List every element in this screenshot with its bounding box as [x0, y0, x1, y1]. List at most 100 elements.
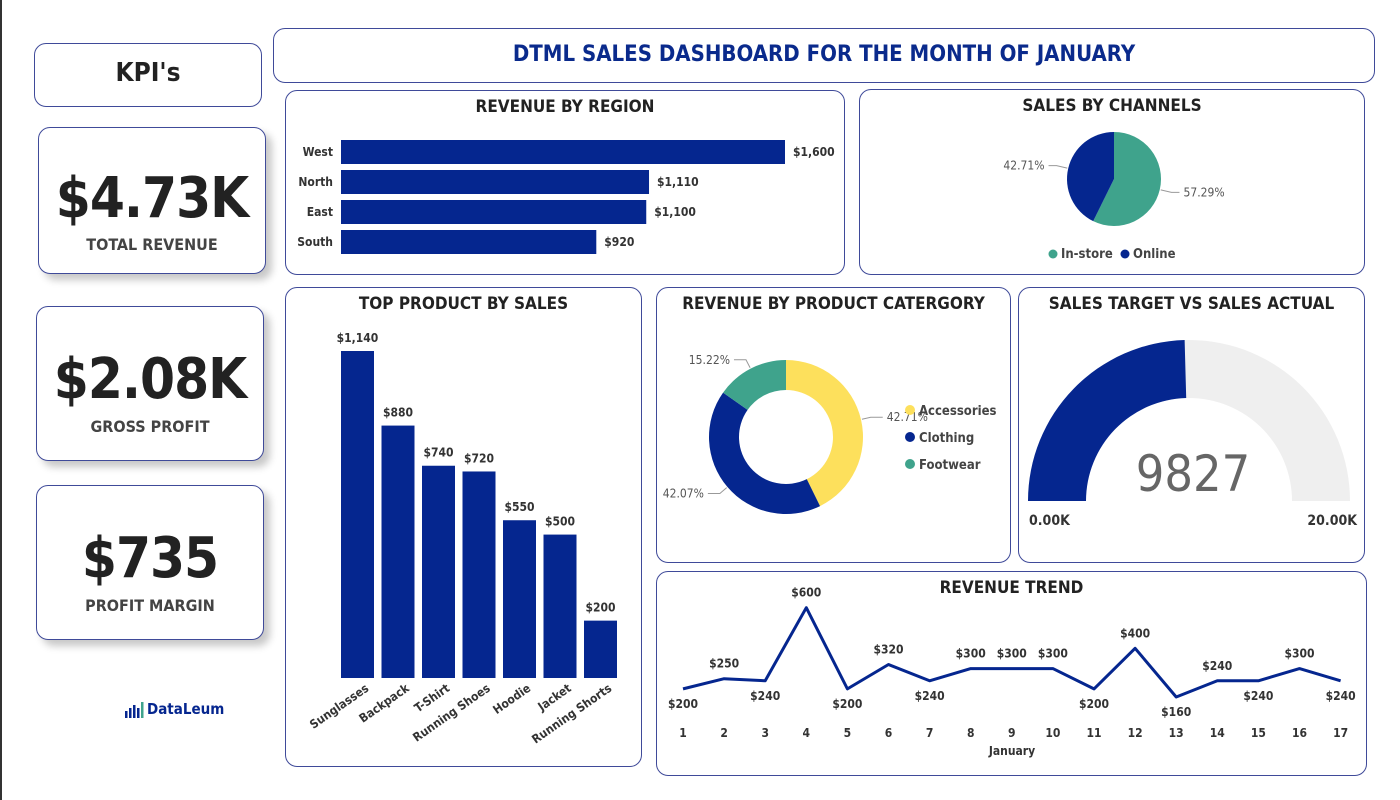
- category-percent-label-clothing: 42.07%: [663, 487, 704, 501]
- trend-tick-label-11: 11: [1086, 726, 1101, 740]
- product-bar-t-shirt: [422, 465, 455, 678]
- region-bar-north: [341, 170, 650, 194]
- revenue-trend-line: [682, 606, 1342, 699]
- kpi-card-total-revenue: $4.73K TOTAL REVENUE: [38, 127, 266, 274]
- product-value-label-sunglasses: $1,140: [337, 331, 379, 345]
- product-value-label-t-shirt: $740: [423, 446, 453, 460]
- category-slice-accessories: [786, 360, 863, 507]
- legend-marker-footwear: [905, 459, 915, 469]
- trend-tick-label-4: 4: [803, 726, 811, 740]
- top-product-chart: $1,140Sunglasses$880Backpack$740T-Shirt$…: [307, 331, 617, 746]
- product-label-sunglasses: Sunglasses: [307, 681, 371, 732]
- product-bar-running-shoes: [462, 471, 496, 678]
- product-bar-hoodie: [503, 520, 536, 678]
- kpi-gross-profit-label: GROSS PROFIT: [90, 417, 210, 436]
- trend-value-label-7: $240: [915, 689, 945, 703]
- trend-tick-label-5: 5: [844, 726, 852, 740]
- kpi-profit-margin-label: PROFIT MARGIN: [85, 596, 215, 615]
- sales-by-channels-panel: SALES BY CHANNELS 57.29% 42.71% In-store On…: [859, 89, 1365, 275]
- gauge-max-label: 20.00K: [1307, 513, 1358, 529]
- top-product-panel: TOP PRODUCT BY SALES $1,140 Sunglasses $88…: [285, 287, 642, 767]
- logo-bars-icon: [125, 702, 144, 718]
- trend-tick-label-6: 6: [885, 726, 893, 740]
- kpis-title: KPI's: [115, 58, 181, 88]
- trend-tick-label-1: 1: [679, 726, 687, 740]
- trend-value-label-9: $300: [997, 647, 1027, 661]
- region-label-west: West: [303, 145, 333, 159]
- legend-label-in-store: In-store: [1061, 247, 1113, 262]
- dashboard-title-box: DTML SALES DASHBOARD FOR THE MONTH OF JA…: [273, 28, 1375, 83]
- trend-tick-label-8: 8: [967, 726, 975, 740]
- sales-by-channels-chart: 57.29% 42.71% In-store Online: [1003, 132, 1225, 262]
- top-product-title: TOP PRODUCT BY SALES: [358, 294, 569, 314]
- sales-target-gauge: 9827 0.00K 20.00K: [1028, 340, 1358, 529]
- region-label-south: South: [297, 235, 333, 249]
- region-label-east: East: [307, 205, 333, 219]
- trend-value-label-14: $240: [1202, 659, 1232, 673]
- channel-slice-online: [1067, 132, 1114, 222]
- region-bar-west: [341, 140, 785, 164]
- kpi-gross-profit-value: $2.08K: [53, 347, 247, 412]
- category-leader-accessories: [861, 416, 883, 420]
- revenue-trend-chart: $200 1 $250 2 $240 3 $600 4 $200 5 $320 6 $240 7 $300 8…: [668, 586, 1356, 758]
- category-slice-clothing: [709, 392, 821, 514]
- trend-tick-label-10: 10: [1045, 726, 1060, 740]
- revenue-by-category-title: REVENUE BY PRODUCT CATERGORY: [682, 294, 985, 314]
- revenue-by-region-title: REVENUE BY REGION: [475, 97, 655, 117]
- trend-value-label-1: $200: [668, 697, 698, 711]
- legend-marker-online: [1120, 249, 1130, 259]
- trend-value-label-8: $300: [956, 647, 986, 661]
- region-value-label-east: $1,100: [654, 205, 696, 219]
- trend-value-label-3: $240: [750, 689, 780, 703]
- revenue-by-category-chart: 42.71% 42.07% 15.22% Accessories Clothing Foo…: [663, 353, 997, 514]
- trend-value-label-2: $250: [709, 657, 739, 671]
- sales-by-channels-title: SALES BY CHANNELS: [1022, 96, 1202, 116]
- kpi-total-revenue-label: TOTAL REVENUE: [86, 235, 218, 254]
- trend-value-label-10: $300: [1038, 647, 1068, 661]
- trend-tick-label-16: 16: [1292, 726, 1307, 740]
- trend-tick-label-17: 17: [1333, 726, 1348, 740]
- dashboard-title: DTML SALES DASHBOARD FOR THE MONTH OF JA…: [512, 42, 1136, 67]
- trend-tick-label-14: 14: [1210, 726, 1226, 740]
- revenue-by-category-panel: REVENUE BY PRODUCT CATERGORY 42.71% 42.07…: [656, 287, 1011, 563]
- legend-marker-accessories: [905, 405, 915, 415]
- trend-tick-label-2: 2: [720, 726, 728, 740]
- gauge-min-label: 0.00K: [1029, 513, 1071, 529]
- category-percent-label-footwear: 15.22%: [689, 353, 730, 367]
- trend-value-label-6: $320: [873, 643, 903, 657]
- product-value-label-running-shoes: $720: [464, 451, 494, 465]
- category-percent-label-accessories: 42.71%: [887, 410, 928, 424]
- gauge-value-label: 9827: [1136, 445, 1250, 503]
- trend-value-label-13: $160: [1161, 705, 1191, 719]
- product-bar-sunglasses: [341, 351, 374, 678]
- trend-tick-label-12: 12: [1128, 726, 1143, 740]
- trend-value-label-15: $240: [1243, 689, 1273, 703]
- product-label-hoodie: Hoodie: [490, 681, 533, 717]
- product-bar-running-shorts: [584, 620, 617, 678]
- trend-value-label-11: $200: [1079, 697, 1109, 711]
- left-border: [0, 0, 2, 800]
- gauge-fill: [1028, 340, 1187, 501]
- trend-x-axis-label: January: [988, 744, 1035, 758]
- category-leader-footwear: [733, 359, 751, 368]
- region-bar-east: [341, 200, 647, 224]
- legend-label-accessories: Accessories: [919, 404, 997, 419]
- category-leader-clothing: [707, 487, 728, 495]
- legend-label-footwear: Footwear: [919, 458, 981, 473]
- revenue-trend-panel: REVENUE TREND $200 1 $250 2 $240 3 $600 4 $200 5 $…: [656, 571, 1367, 776]
- channel-percent-label-online: 42.71%: [1003, 159, 1044, 173]
- region-label-north: North: [298, 175, 333, 189]
- region-value-label-north: $1,110: [657, 175, 699, 189]
- revenue-by-region-chart: West $1,600 North $1,110 East $1,100 South $920: [297, 140, 835, 254]
- channel-leader-in-store: [1160, 189, 1180, 193]
- product-value-label-running-shorts: $200: [585, 601, 615, 615]
- trend-tick-label-15: 15: [1251, 726, 1266, 740]
- trend-value-label-5: $200: [832, 697, 862, 711]
- channel-percent-label-in-store: 57.29%: [1183, 185, 1224, 199]
- trend-value-label-17: $240: [1326, 689, 1356, 703]
- legend-marker-clothing: [905, 432, 915, 442]
- region-value-label-west: $1,600: [793, 145, 835, 159]
- product-value-label-backpack: $880: [383, 406, 413, 420]
- kpi-card-profit-margin: $735 PROFIT MARGIN: [36, 485, 264, 640]
- kpi-total-revenue-value: $4.73K: [55, 166, 249, 231]
